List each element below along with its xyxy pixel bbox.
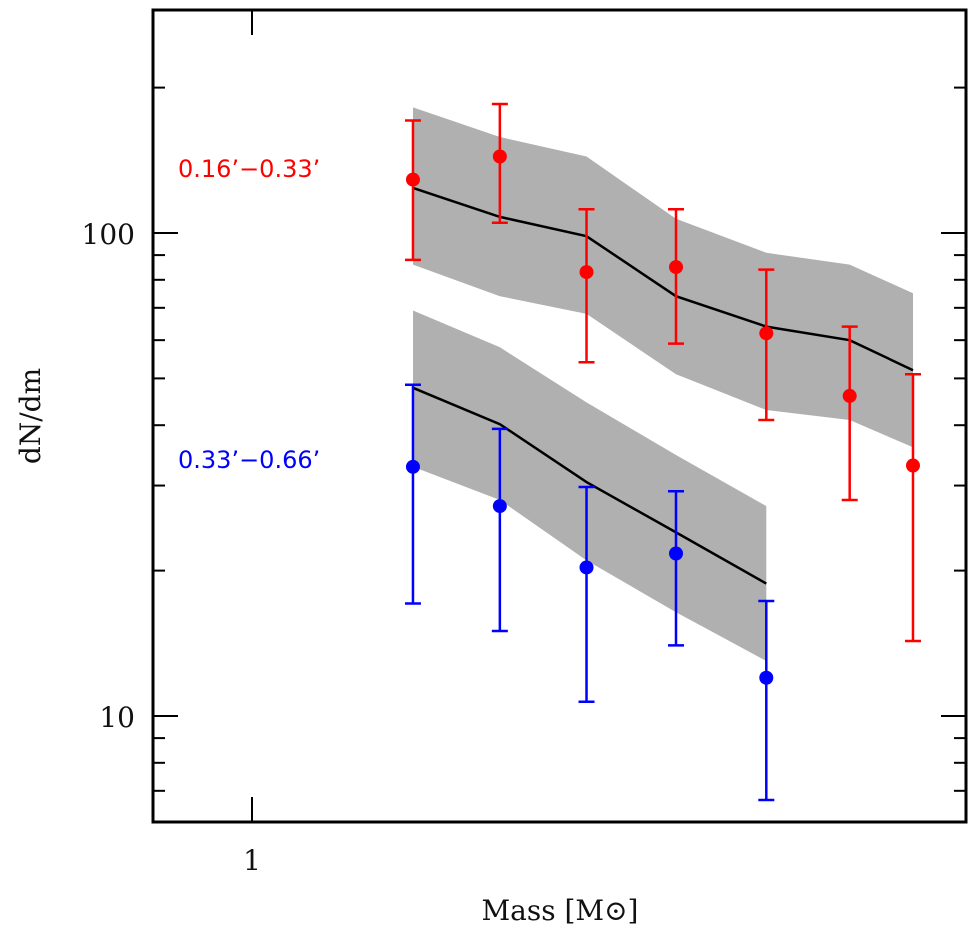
data-points <box>404 102 921 802</box>
model-line-series-1 <box>412 386 767 585</box>
series-label-outer: 0.33’−0.66’ <box>178 446 320 474</box>
data-point <box>405 172 420 187</box>
y-tick-label-10: 10 <box>99 701 135 734</box>
data-point-group <box>491 427 508 633</box>
x-tick-label-1: 1 <box>243 844 261 877</box>
series-label-inner: 0.16’−0.33’ <box>178 155 320 183</box>
data-point <box>905 458 920 473</box>
data-point-group <box>578 485 595 704</box>
data-point <box>842 388 857 403</box>
data-point-group <box>758 268 775 422</box>
x-axis-label: Mass [M⊙] <box>482 894 639 927</box>
y-axis-label: dN/dm <box>14 368 47 464</box>
data-point <box>669 546 684 561</box>
data-point <box>492 499 507 514</box>
data-point-group <box>758 599 775 802</box>
model-bands <box>413 107 913 661</box>
data-point <box>669 260 684 275</box>
y-tick-label-100: 100 <box>82 218 135 251</box>
data-point-group <box>668 207 685 345</box>
data-point <box>759 326 774 341</box>
data-point-group <box>404 119 421 262</box>
data-point-group <box>578 207 595 364</box>
data-point-group <box>491 102 508 225</box>
data-point-group <box>841 325 858 502</box>
data-point <box>492 149 507 164</box>
data-point <box>579 265 594 280</box>
plot-frame <box>151 8 968 824</box>
data-point-group <box>404 383 421 605</box>
data-point <box>759 670 774 685</box>
axis-ticks <box>153 10 966 822</box>
data-point <box>579 560 594 575</box>
data-point <box>405 459 420 474</box>
data-point-group <box>904 372 921 643</box>
data-point-group <box>668 489 685 647</box>
model-band-series-0 <box>413 107 913 448</box>
